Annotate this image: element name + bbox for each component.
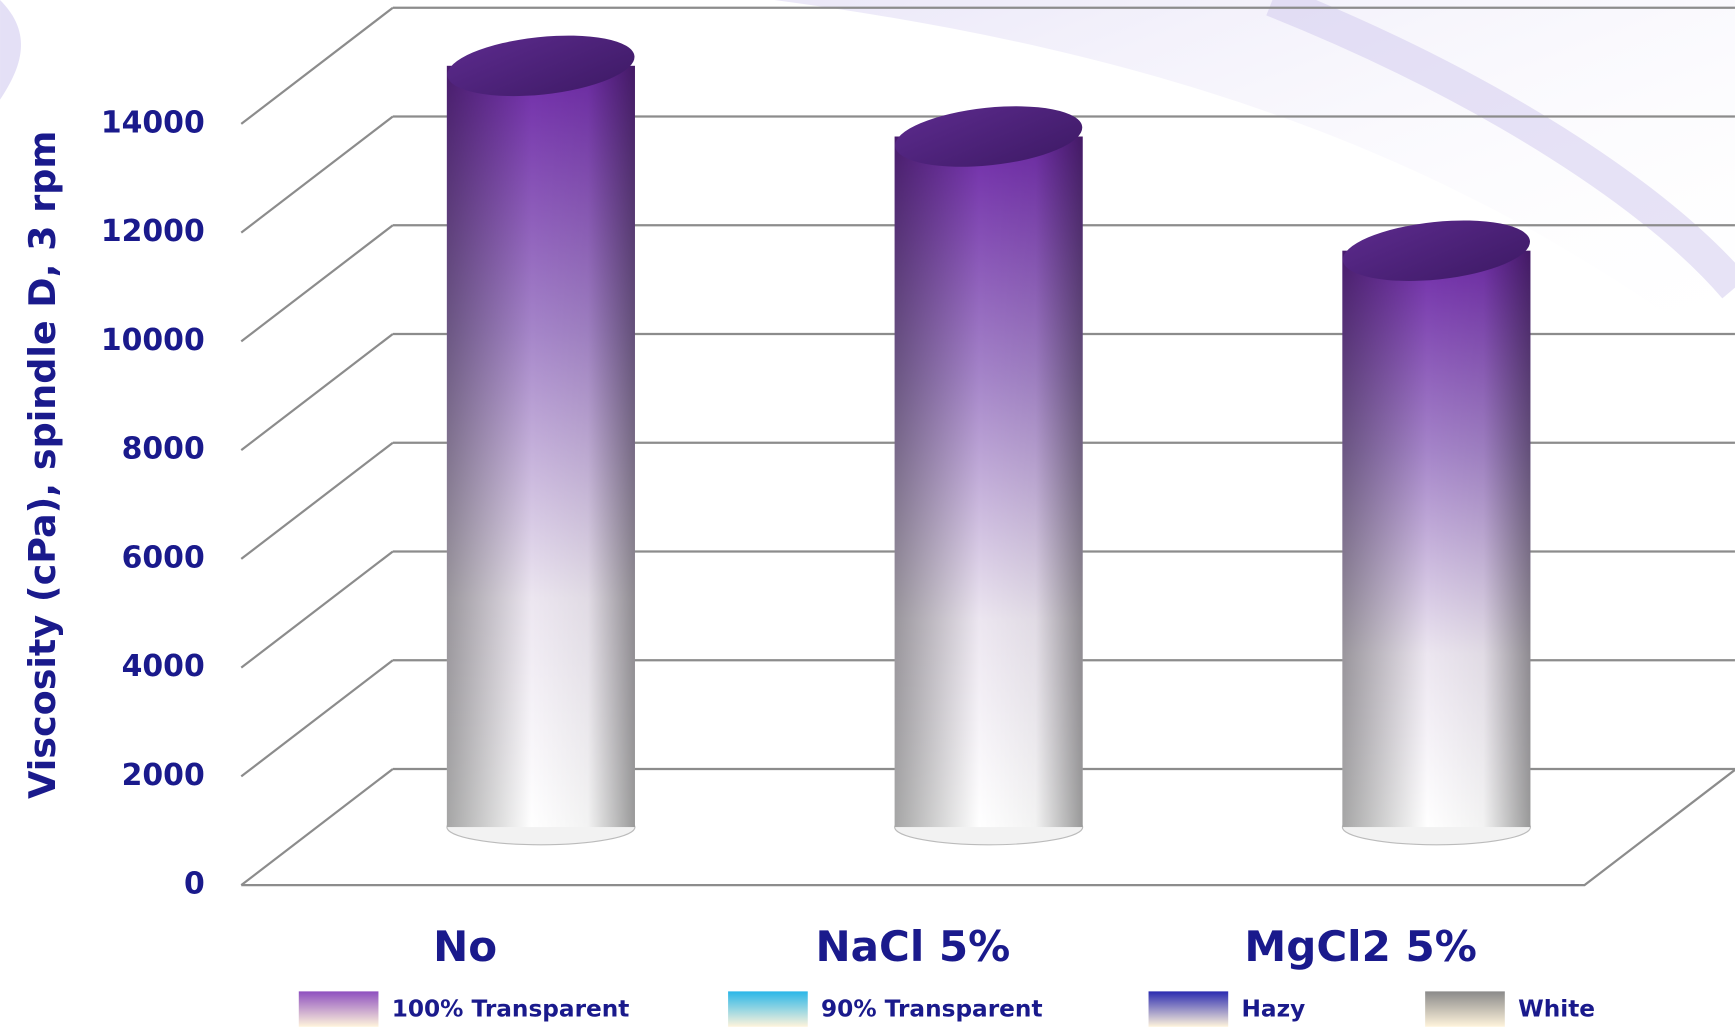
bar-shade [894,136,1083,828]
y-tick-label: 8000 [122,432,205,467]
background [0,0,1735,366]
grid-line [240,224,394,343]
grid-line [240,6,394,125]
legend-label: 100% Transparent [392,996,630,1023]
grid-line [240,333,394,452]
y-tick-label: 6000 [122,540,205,575]
y-tick-label: 2000 [122,758,205,793]
bar-shade [1342,250,1531,828]
grid-line [240,550,394,669]
grid-line [240,659,394,778]
bar-cylinder [446,35,636,846]
grid-line [240,441,394,560]
floor [241,768,1735,887]
y-tick-label: 0 [184,867,205,902]
background-swoosh [0,0,21,100]
x-tick-label: NaCl 5% [815,922,1010,971]
legend-swatch [298,991,379,1027]
y-axis-title: Viscosity (cPa), spindle D, 3 rpm [21,131,64,799]
bar-shade [446,65,635,828]
y-tick-label: 10000 [101,323,205,358]
legend-label: White [1518,996,1595,1023]
legend-swatch [1425,991,1505,1027]
bar-cylinder [894,106,1084,846]
bar-top [895,106,1083,167]
x-tick-label: MgCl2 5% [1244,922,1476,971]
bar-top [447,35,635,97]
legend-label: 90% Transparent [821,996,1043,1023]
legend-label: Hazy [1241,996,1305,1023]
legend-swatch [1148,991,1229,1027]
x-tick-label: No [433,922,497,971]
grid-line [240,115,394,234]
background-swoosh [1266,0,1735,299]
y-tick-label: 14000 [101,105,205,140]
grid-line [240,768,394,887]
bar-top [1342,220,1530,281]
y-tick-label: 12000 [101,214,205,249]
y-tick-label: 4000 [122,649,205,684]
bar-cylinder [1341,220,1532,846]
legend-swatch [728,991,808,1027]
